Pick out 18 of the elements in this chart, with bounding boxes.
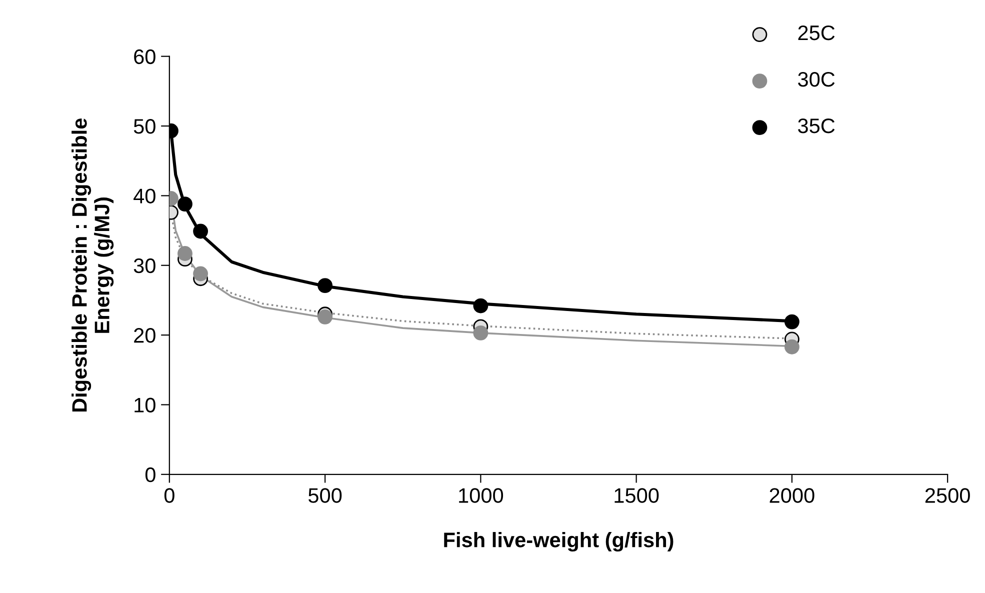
x-tick-label: 0 [164, 488, 174, 503]
y-tick-label: 0 [145, 467, 156, 482]
y-tick-label: 20 [134, 328, 156, 343]
y-tick-label: 50 [134, 119, 156, 134]
y-tick-label: 40 [134, 188, 156, 204]
x-tick-label: 1000 [459, 488, 504, 503]
y-tick-label: 30 [134, 258, 156, 274]
x-axis-title: Fish live-weight (g/fish) [444, 532, 674, 552]
legend-label: 35C [798, 118, 835, 134]
x-tick-label: 2000 [770, 488, 814, 503]
legend-label: 25C [798, 25, 835, 40]
y-tick-label: 10 [134, 398, 156, 412]
y-axis-title: Digestible Protein : Digestible Energy (g/MJ) [72, 118, 114, 412]
x-tick-label: 500 [308, 488, 342, 503]
x-tick-label: 1500 [614, 488, 659, 503]
legend-label: 30C [798, 72, 835, 87]
y-tick-label: 60 [134, 49, 156, 64]
x-tick-label: 2500 [925, 488, 970, 503]
